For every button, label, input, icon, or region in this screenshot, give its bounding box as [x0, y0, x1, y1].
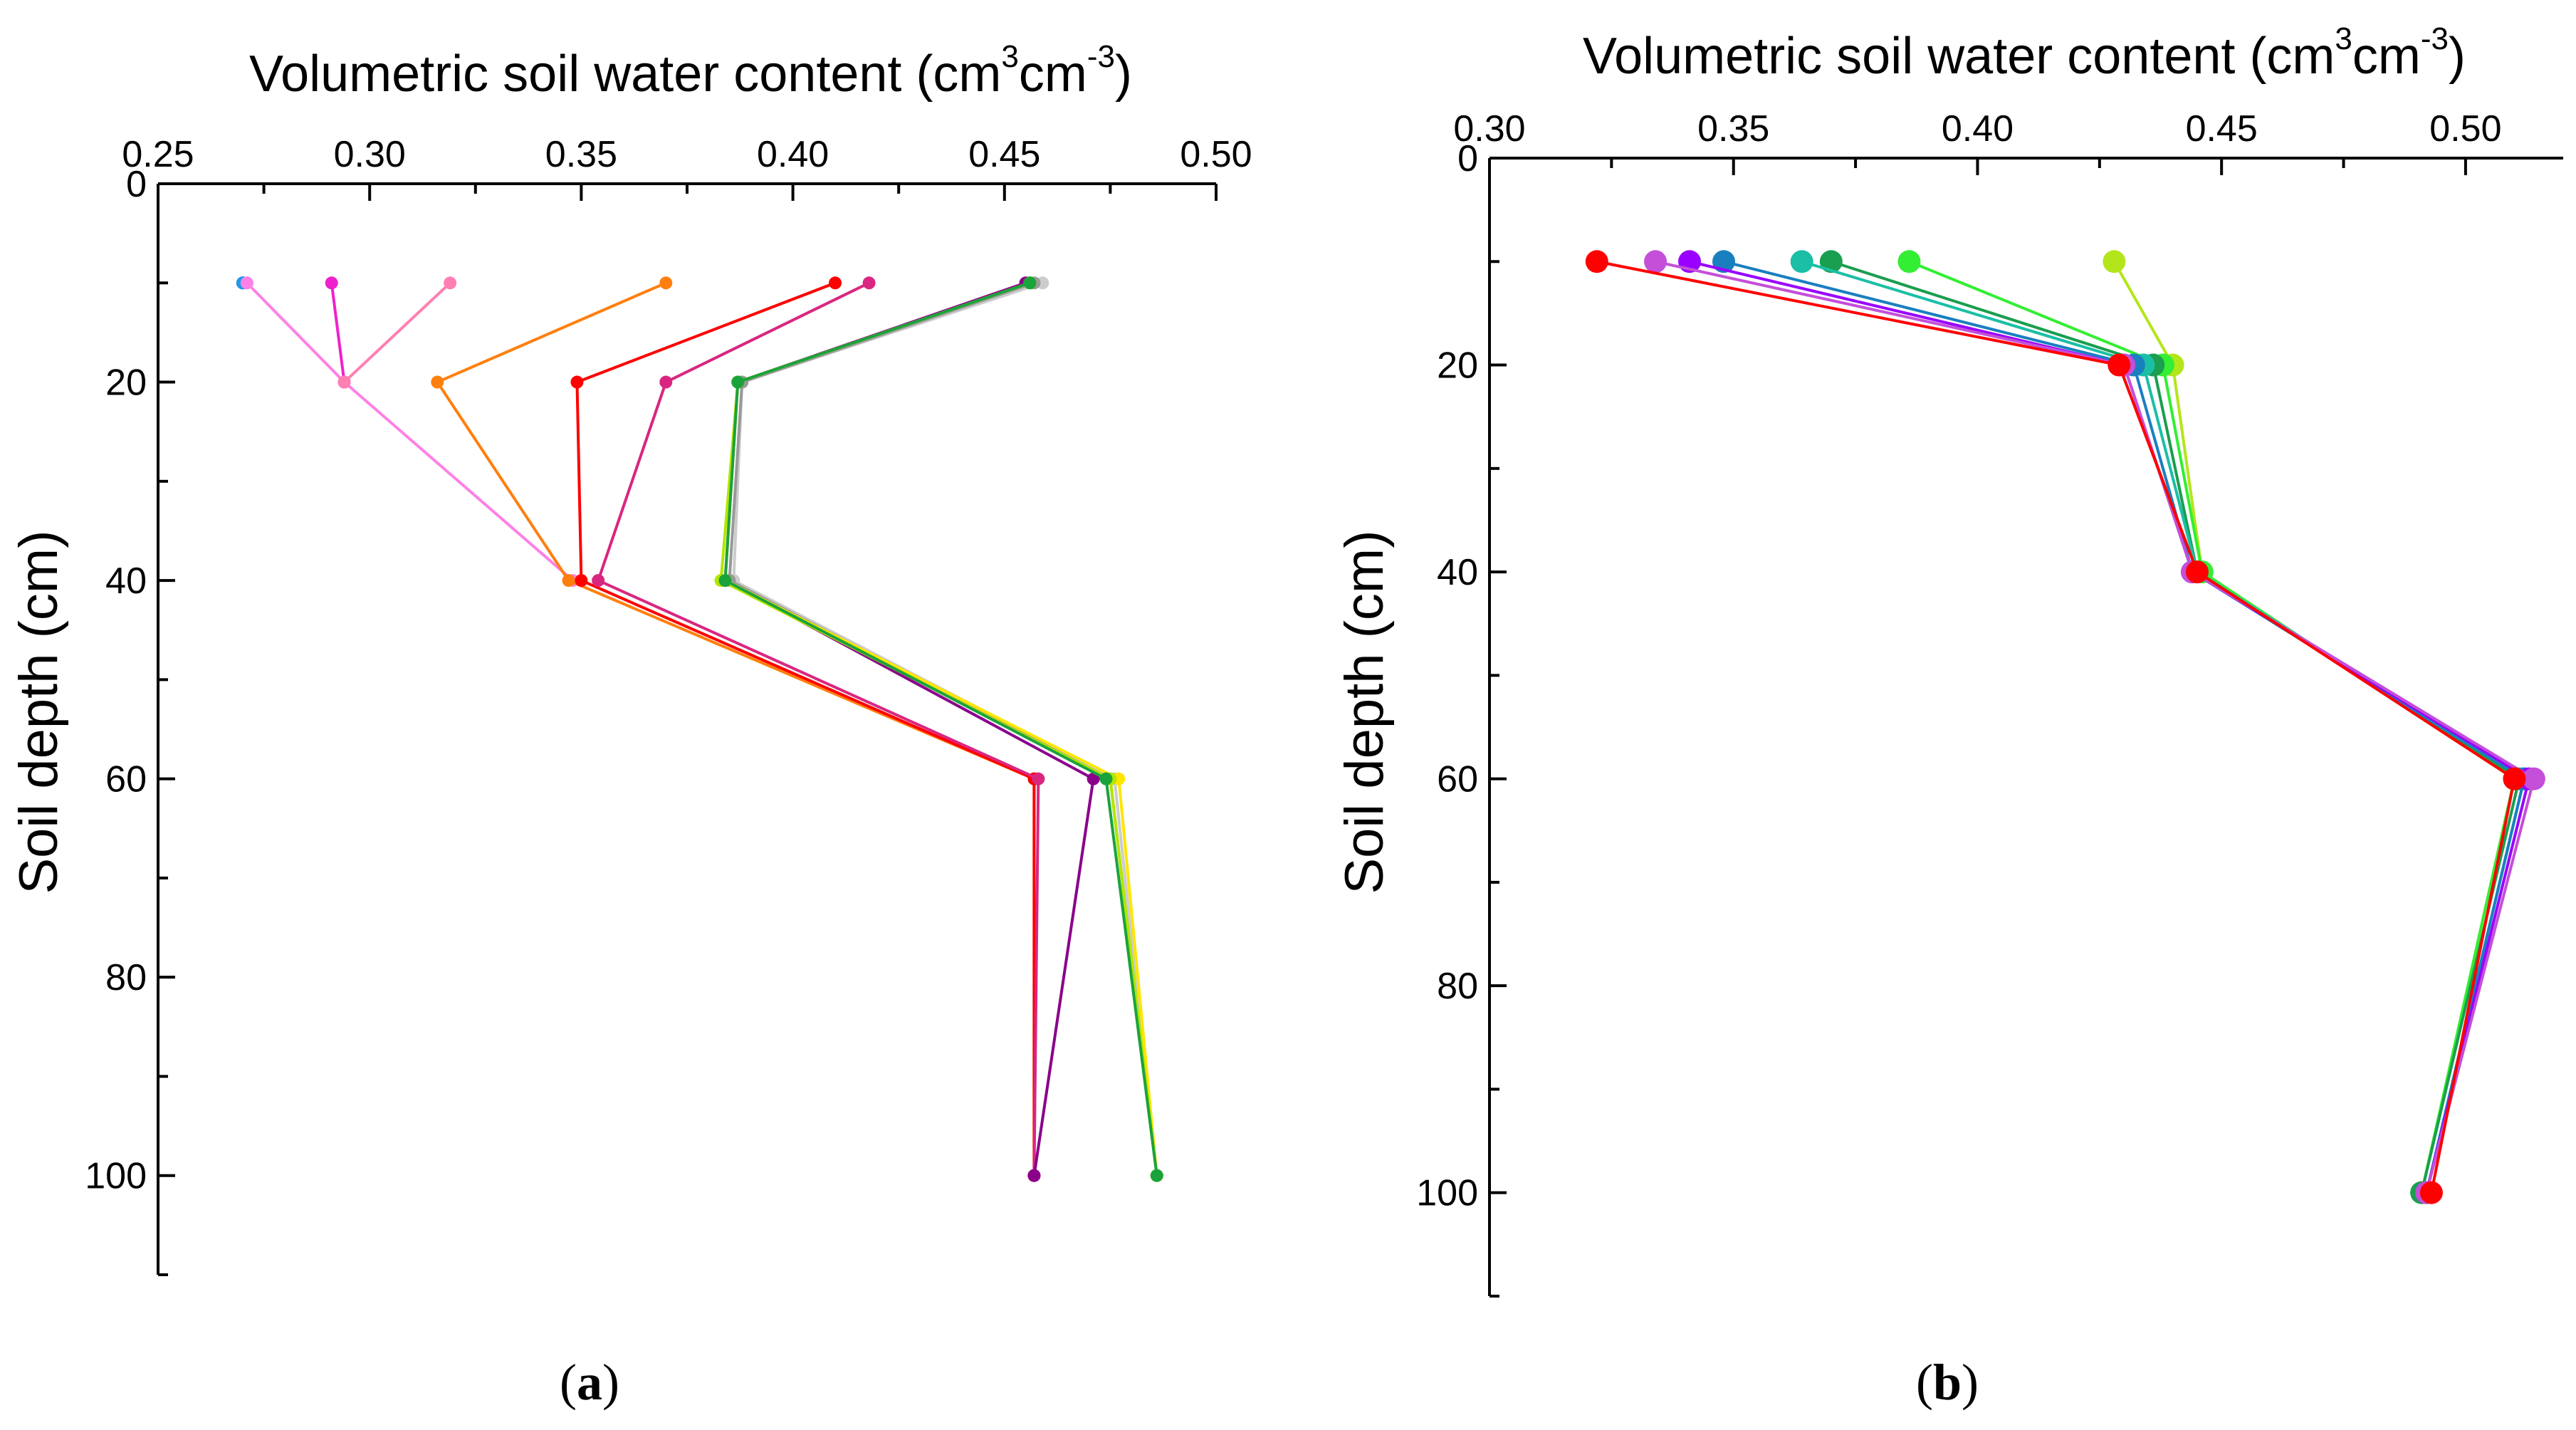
- data-point-day12: [2503, 767, 2526, 790]
- data-point-d9: [444, 276, 457, 290]
- y-tick-label: 80: [105, 957, 147, 998]
- y-tick-label: 0: [126, 164, 147, 205]
- x-tick-label: 0.35: [1697, 108, 1769, 150]
- data-point-day12: [2185, 560, 2209, 584]
- series-day12: [1585, 250, 2526, 1204]
- data-point-day12: [2419, 1181, 2443, 1204]
- data-point-d7: [325, 276, 338, 290]
- y-tick-label: 100: [1416, 1173, 1478, 1214]
- series-d13: [570, 276, 1041, 1182]
- x-tick-label: 0.50: [1180, 134, 1252, 175]
- series-d15: [592, 276, 1045, 1182]
- y-tick-label: 80: [1437, 966, 1478, 1007]
- data-point-day12: [2108, 353, 2131, 377]
- data-point-d19: [1087, 772, 1100, 786]
- data-point-a36: [1023, 276, 1037, 290]
- data-point-a36: [1099, 772, 1113, 786]
- y-tick-label: 40: [105, 560, 147, 602]
- x-tick-label: 0.30: [1453, 108, 1525, 150]
- data-point-d15: [1032, 772, 1045, 786]
- data-point-d9: [337, 375, 351, 389]
- x-tick-label: 0.40: [1942, 108, 2014, 150]
- chart-panel-a: Volumetric soil water content (cm3cm-3) …: [9, 39, 1252, 1411]
- data-point-day12: [1585, 250, 1608, 273]
- x-tick-label: 0.50: [2429, 108, 2501, 150]
- axes-b: 0.30 0.35 0.40 0.45 0.50 0 20 40 60 80 100: [1416, 108, 2563, 1298]
- x-tick-label: 0.25: [122, 134, 194, 175]
- data-point-d13: [575, 574, 588, 588]
- data-point-d15: [862, 276, 876, 290]
- data-point-a36: [731, 375, 745, 389]
- x-tick-label: 0.35: [545, 134, 617, 175]
- data-point-d15: [659, 375, 673, 389]
- axes-a: 0.25 0.30 0.35 0.40 0.45 0.50 0 20 40 60 80 100: [85, 134, 1252, 1276]
- data-point-d11: [659, 276, 673, 290]
- data-point-day10: [2522, 767, 2545, 790]
- y-tick-label: 40: [1437, 552, 1478, 593]
- x-tick-label: 0.30: [334, 134, 406, 175]
- data-point-d5: [240, 276, 253, 290]
- data-point-a36: [718, 574, 732, 588]
- series-group-a: [236, 276, 1163, 1182]
- y-axis-title-b: Soil depth (cm): [1334, 530, 1395, 894]
- x-tick-label: 0.40: [757, 134, 829, 175]
- y-tick-label: 60: [105, 759, 147, 800]
- x-axis-title-a: Volumetric soil water content (cm3cm-3): [249, 39, 1132, 103]
- data-point-d15: [592, 574, 605, 588]
- chart-panel-b: Volumetric soil water content (cm3cm-3) …: [1334, 21, 2563, 1411]
- data-point-d11: [562, 574, 575, 588]
- panel-label-b: (b): [1916, 1354, 1979, 1411]
- data-point-day10: [1644, 250, 1667, 273]
- data-point-d19: [1027, 1169, 1041, 1182]
- data-point-d11: [431, 375, 444, 389]
- series-a36: [718, 276, 1163, 1182]
- x-tick-label: 0.45: [968, 134, 1040, 175]
- y-tick-label: 60: [1437, 759, 1478, 800]
- series-line-d9: [343, 281, 451, 384]
- x-axis-title-b: Volumetric soil water content (cm3cm-3): [1583, 21, 2466, 85]
- y-tick-label: 0: [1457, 138, 1478, 179]
- data-point-day4: [1790, 250, 1813, 273]
- y-tick-label: 20: [105, 362, 147, 404]
- panel-label-a: (a): [560, 1354, 619, 1411]
- x-tick-label: 0.45: [2186, 108, 2258, 150]
- y-tick-label: 100: [85, 1156, 147, 1197]
- series-group-b: [1585, 250, 2545, 1204]
- data-point-d13: [570, 375, 584, 389]
- data-point-a36: [1150, 1169, 1163, 1182]
- data-point-day1: [2103, 250, 2126, 273]
- series-line-d7: [330, 283, 346, 382]
- data-point-day2: [1897, 250, 1921, 273]
- y-tick-label: 20: [1437, 345, 1478, 387]
- y-axis-title-a: Soil depth (cm): [9, 530, 69, 894]
- series-d9: [337, 276, 457, 389]
- data-point-d13: [829, 276, 842, 290]
